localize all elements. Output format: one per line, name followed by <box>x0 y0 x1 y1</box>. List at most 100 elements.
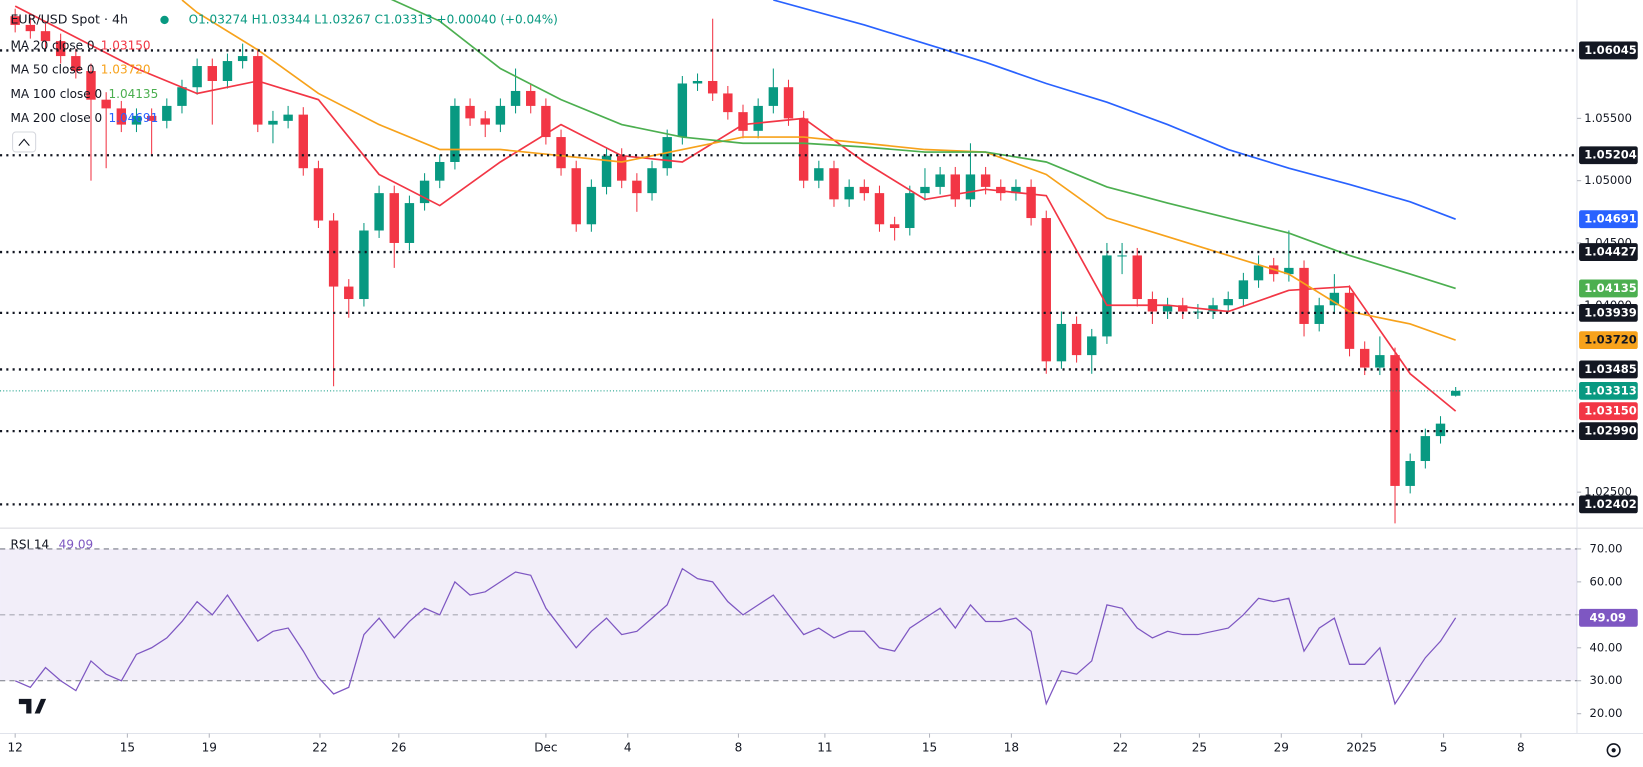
rsi-tag-label: 49.09 <box>1590 610 1626 624</box>
x-tick-label: 5 <box>1440 741 1448 755</box>
candle-body <box>616 155 627 181</box>
level-tag <box>1579 41 1638 60</box>
legend: EUR/USD Spot · 4h O1.03274 H1.03344 L1.0… <box>10 11 557 551</box>
candle-body <box>723 93 733 113</box>
moving-average-line <box>14 5 1457 412</box>
candle-body <box>1344 292 1355 349</box>
candle-body <box>950 174 960 200</box>
x-tick-label: 8 <box>1517 741 1525 755</box>
ma-tag <box>1579 279 1638 298</box>
candle-body <box>980 174 991 187</box>
candle-body <box>55 41 66 57</box>
candle-body <box>1375 355 1385 368</box>
x-tick-label: 11 <box>817 741 832 755</box>
collapse-button[interactable] <box>12 131 37 153</box>
candle-body <box>207 66 217 81</box>
last-price-tag <box>1579 381 1638 400</box>
candle-body <box>571 168 581 225</box>
candle-body <box>1026 186 1036 219</box>
logo-mark <box>18 698 47 714</box>
candle-body <box>1011 186 1021 194</box>
ma-tag <box>1579 331 1638 350</box>
candle-body <box>965 174 976 200</box>
candle-body <box>541 105 551 138</box>
candle-body <box>677 83 688 138</box>
candle-body <box>1132 255 1142 300</box>
candle-body <box>510 90 521 106</box>
level-tag-label: 1.06045 <box>1584 43 1636 57</box>
axes: 1.055001.050001.045001.040001.025001.060… <box>8 41 1638 755</box>
candle-body <box>920 186 930 194</box>
candle-body <box>1056 323 1067 362</box>
x-tick-label: 19 <box>202 741 217 755</box>
legend-label: MA 50 close 0 <box>10 63 94 77</box>
candle-body <box>814 168 824 181</box>
candle-body <box>86 71 96 100</box>
candle-body <box>753 105 763 131</box>
level-tag-label: 1.03485 <box>1584 362 1636 376</box>
ma-tag <box>1579 210 1638 229</box>
candle-body <box>1299 267 1309 324</box>
candle-body <box>162 105 172 121</box>
candle-body <box>268 120 278 125</box>
candle-body <box>1071 323 1082 356</box>
y-tick-label: 70.00 <box>1590 541 1623 555</box>
candle-body <box>1450 390 1461 396</box>
candle-body <box>889 224 900 229</box>
status-dot <box>160 15 169 25</box>
candle-body <box>1223 299 1233 306</box>
candle-body <box>1253 265 1264 281</box>
candle-body <box>935 174 945 187</box>
settings-button[interactable] <box>1606 743 1621 758</box>
candle-body <box>1102 255 1112 337</box>
x-tick-label: 8 <box>735 741 743 755</box>
candle-body <box>101 99 111 109</box>
candle-body <box>692 80 703 84</box>
candle-body <box>25 24 36 32</box>
candle-body <box>844 186 854 200</box>
last-price-label: 1.03313 <box>1584 383 1636 397</box>
price-pane <box>0 0 1577 524</box>
level-tag <box>1579 146 1638 165</box>
candle-body <box>344 286 354 300</box>
x-tick-label: 18 <box>1004 741 1019 755</box>
candle-body <box>1162 305 1173 312</box>
candle-body <box>1359 348 1370 368</box>
candle-body <box>768 87 779 106</box>
candle-body <box>783 87 794 119</box>
candle-body <box>389 193 399 243</box>
candle-body <box>1087 336 1097 356</box>
y-tick-label: 20.00 <box>1590 706 1623 720</box>
candle-body <box>707 80 718 94</box>
candle-body <box>359 230 369 300</box>
candle-body <box>601 155 612 187</box>
x-tick-label: 12 <box>8 741 23 755</box>
x-tick-label: 26 <box>391 741 406 755</box>
candle-body <box>905 193 915 229</box>
level-tag-label: 1.04427 <box>1584 245 1636 259</box>
y-tick-label: 40.00 <box>1590 640 1623 654</box>
ma-tag <box>1579 402 1638 421</box>
rsi-pane <box>0 548 1577 706</box>
candle-body <box>222 61 233 81</box>
legend-label: MA 200 close 0 <box>10 111 102 125</box>
candle-body <box>1390 355 1400 486</box>
level-tag <box>1579 243 1638 261</box>
y-tick-label: 60.00 <box>1590 574 1623 588</box>
candle-body <box>419 180 430 204</box>
level-tag <box>1579 303 1638 322</box>
x-tick-label: 29 <box>1274 741 1289 755</box>
legend-value: 1.03150 <box>101 39 151 53</box>
moving-average-line <box>390 0 1456 290</box>
candle-body <box>647 168 657 194</box>
level-tag-label: 1.03939 <box>1584 305 1636 319</box>
x-tick-label: 15 <box>922 741 937 755</box>
level-tag <box>1579 360 1638 379</box>
candle-body <box>586 186 597 225</box>
moving-average-line <box>181 0 1456 341</box>
candle-body <box>328 220 339 287</box>
level-tag <box>1579 422 1638 441</box>
